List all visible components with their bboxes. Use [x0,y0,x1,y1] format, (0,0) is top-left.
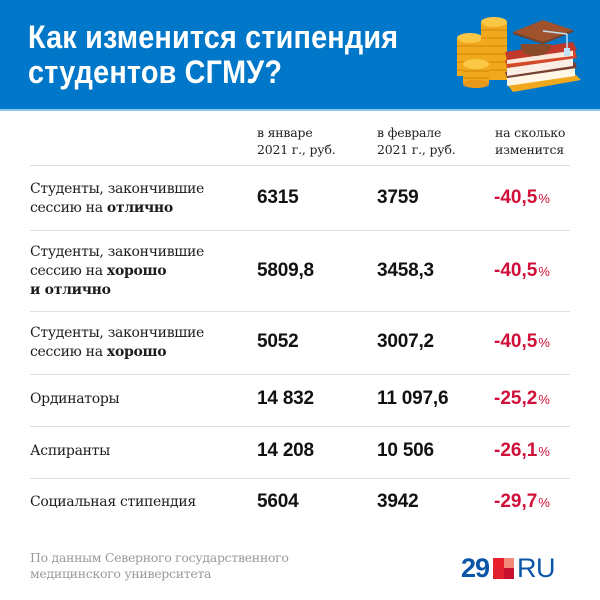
column-header-line: 2021 г., руб. [257,142,336,157]
column-header-line: 2021 г., руб. [377,142,456,157]
logo-suffix: RU [517,553,556,583]
logo-number: 29 [461,553,490,583]
january-value: 5604 [257,491,299,512]
row-label-line: Студенты, закончившие [30,325,205,341]
divider [30,478,570,479]
change-value: -29,7% [494,491,550,513]
row-label-line: сессию на [30,200,107,216]
january-value: 6315 [257,187,299,208]
change-value: -25,2% [494,388,550,410]
january-value: 14 208 [257,440,314,461]
change-value: -40,5% [494,260,550,282]
logo-square-icon [493,557,515,579]
february-value: 3458,3 [377,260,434,281]
january-value: 5809,8 [257,260,314,281]
row-label-line: сессию на [30,344,107,360]
divider [30,426,570,427]
row-label-line: сессию на [30,263,107,279]
column-header-february: в феврале 2021 г., руб. [377,124,456,158]
change-number: -40,5 [494,187,538,208]
january-value: 5052 [257,331,299,352]
change-value: -40,5% [494,331,550,353]
source-line: медицинского университета [30,566,212,581]
coins-books-graduation-cap-icon [457,17,581,92]
january-value: 14 832 [257,388,314,409]
february-value: 11 097,6 [377,388,449,409]
title-line-2: студентов СГМУ? [28,54,283,90]
column-header-line: изменится [495,142,564,157]
percent-sign: % [538,264,550,279]
row-label-emphasis: хорошо [106,344,167,360]
row-label: Студенты, закончившие сессию на хорошо [30,324,204,362]
column-header-line: на сколько [495,125,566,140]
change-number: -25,2 [494,388,538,409]
percent-sign: % [538,392,550,407]
row-label-emphasis: хорошо [106,263,167,279]
source-line: По данным Северного государственного [30,550,289,565]
row-label: Студенты, закончившие сессию на хорошо и… [30,243,204,300]
change-value: -40,5% [494,187,550,209]
percent-sign: % [538,335,550,350]
row-label-emphasis: и отлично [30,282,111,298]
percent-sign: % [538,495,550,510]
row-label: Аспиранты [30,443,110,459]
header-banner: Как изменится стипендия студентов СГМУ? [0,0,600,111]
divider [30,165,570,166]
29ru-logo[interactable]: 29 RU [461,553,556,583]
page-title: Как изменится стипендия студентов СГМУ? [28,20,398,90]
source-note: По данным Северного государственного мед… [30,550,289,582]
change-number: -40,5 [494,331,538,352]
title-line-1: Как изменится стипендия [28,19,399,55]
divider [30,311,570,312]
column-header-change: на сколько изменится [495,124,565,158]
change-number: -29,7 [494,491,538,512]
row-label-line: Студенты, закончившие [30,181,205,197]
february-value: 3007,2 [377,331,434,352]
change-number: -26,1 [494,440,538,461]
row-label-emphasis: отлично [106,200,173,216]
change-value: -26,1% [494,440,550,462]
percent-sign: % [538,191,550,206]
row-label: Студенты, закончившие сессию на отлично [30,180,204,218]
february-value: 3759 [377,187,419,208]
divider [30,230,570,231]
percent-sign: % [538,444,550,459]
row-label: Социальная стипендия [30,494,196,510]
change-number: -40,5 [494,260,538,281]
column-header-line: в январе [257,125,313,140]
february-value: 10 506 [377,440,434,461]
row-label: Ординаторы [30,391,120,407]
divider [30,374,570,375]
february-value: 3942 [377,491,419,512]
column-header-january: в январе 2021 г., руб. [257,124,336,158]
column-header-line: в феврале [377,125,442,140]
row-label-line: Студенты, закончившие [30,244,205,260]
